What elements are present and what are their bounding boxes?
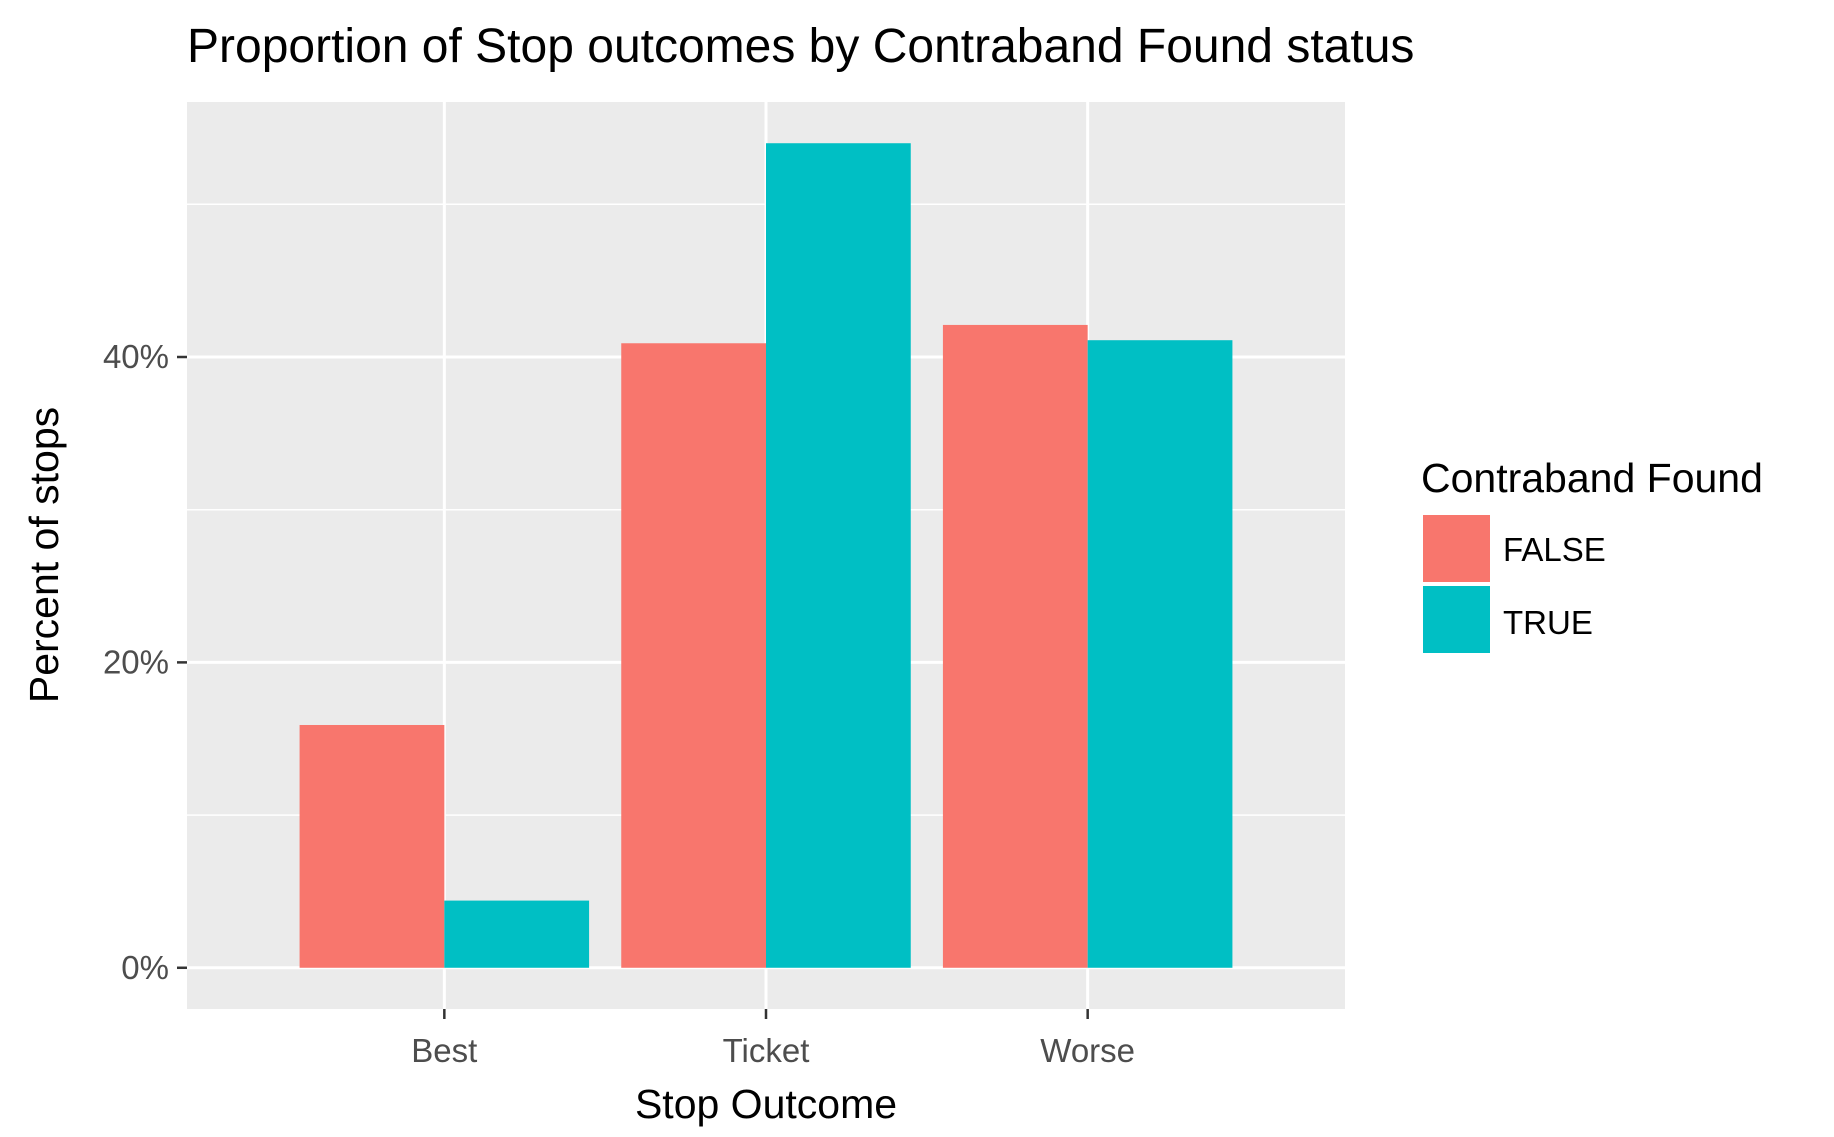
bar-ticket-false — [621, 343, 766, 968]
y-tick-label: 0% — [121, 949, 169, 986]
x-tick-label: Ticket — [723, 1032, 810, 1069]
bar-best-false — [299, 724, 445, 968]
chart-title: Proportion of Stop outcomes by Contraban… — [187, 20, 1414, 73]
bar-worse-false — [942, 324, 1088, 968]
y-tick-label: 40% — [103, 338, 169, 375]
legend-title: Contraband Found — [1421, 455, 1763, 501]
legend-key-true — [1423, 586, 1490, 653]
x-tick-label: Worse — [1040, 1032, 1135, 1069]
legend: Contraband Found FALSE TRUE — [1421, 455, 1763, 653]
x-axis: Best Ticket Worse — [411, 1009, 1135, 1069]
bar-best-true — [444, 900, 590, 968]
legend-label-false: FALSE — [1503, 531, 1606, 568]
x-axis-title: Stop Outcome — [635, 1081, 897, 1127]
y-axis: 0% 20% 40% — [103, 338, 187, 986]
legend-key-false — [1423, 515, 1490, 582]
y-axis-title: Percent of stops — [21, 407, 67, 703]
bars — [299, 143, 1233, 968]
bar-ticket-true — [766, 143, 911, 968]
bar-worse-true — [1087, 340, 1233, 968]
x-tick-label: Best — [411, 1032, 477, 1069]
legend-label-true: TRUE — [1503, 604, 1593, 641]
y-tick-label: 20% — [103, 643, 169, 680]
